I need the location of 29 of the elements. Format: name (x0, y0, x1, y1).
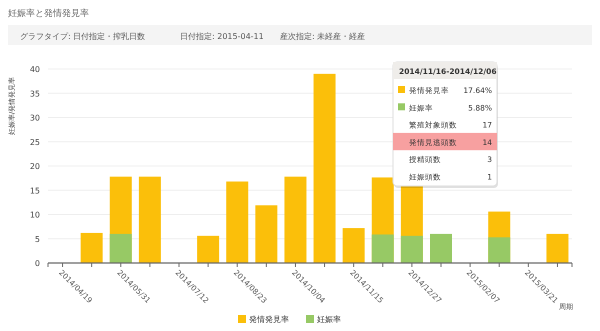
y-tick-label: 0 (34, 259, 40, 268)
y-tick-label: 25 (30, 138, 40, 147)
text: 産次指定: 未経産・経産 (280, 32, 366, 41)
bar (80, 232, 103, 263)
bar (372, 234, 394, 263)
text: 日付指定: 2015-04-11 (180, 32, 264, 41)
y-tick-label: 20 (30, 162, 40, 171)
bar (110, 234, 132, 263)
bar (546, 234, 568, 263)
bar (314, 74, 336, 263)
bar (430, 234, 452, 263)
bar (284, 176, 306, 263)
y-tick-label: 15 (30, 186, 40, 196)
y-tick-label: 5 (34, 234, 40, 244)
bar (138, 176, 161, 263)
chart-title: 妊娠率と発情発見率 (8, 8, 89, 19)
y-tick-label: 35 (30, 89, 40, 98)
y-tick-label: 10 (30, 210, 40, 220)
legend-label: 発情発見率 (249, 315, 289, 324)
bar (197, 236, 220, 263)
text: グラフタイプ: 日付指定・搾乳日数 (20, 32, 146, 41)
bar (342, 228, 365, 263)
bar (488, 237, 510, 263)
bar (226, 182, 248, 263)
y-tick-label: 30 (30, 114, 40, 122)
bar (400, 236, 423, 263)
bar (255, 205, 278, 263)
legend-label: 妊娠率 (317, 315, 341, 324)
y-tick-label: 40 (30, 65, 40, 74)
